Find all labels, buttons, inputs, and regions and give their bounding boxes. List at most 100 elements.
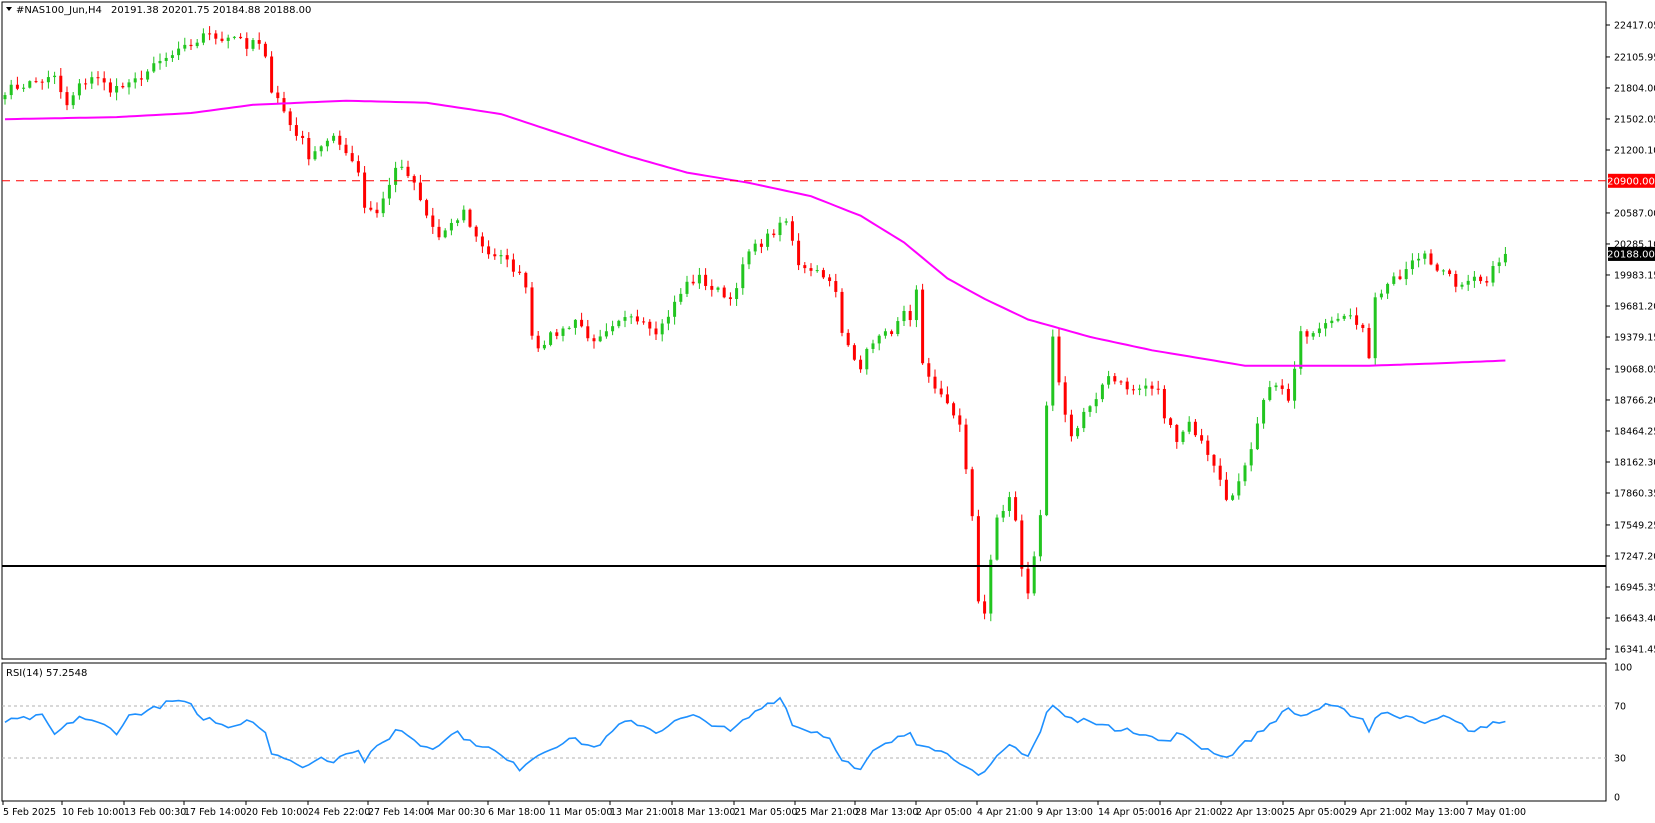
candle-body xyxy=(1417,258,1421,261)
candle-body xyxy=(276,92,280,99)
rsi-tick-label: 70 xyxy=(1614,702,1626,713)
candle-body xyxy=(1063,382,1067,415)
candle-body xyxy=(1503,253,1507,263)
candle-body xyxy=(1082,411,1086,429)
candle-body xyxy=(1014,497,1018,521)
chart-header: #NAS100_Jun,H4 20191.38 20201.75 20184.8… xyxy=(6,5,311,16)
candle-body xyxy=(1175,424,1179,442)
resistance-price-label: 20900.00 xyxy=(1607,176,1655,187)
candle-body xyxy=(412,176,416,183)
candle-body xyxy=(976,516,980,602)
candle-body xyxy=(1373,297,1377,359)
candle-body xyxy=(753,243,757,252)
candle-body xyxy=(821,270,825,278)
rsi-tick-label: 100 xyxy=(1614,663,1632,674)
candle-body xyxy=(1361,324,1365,328)
candle-body xyxy=(611,326,615,332)
candle-body xyxy=(549,332,553,345)
candle-body xyxy=(344,144,348,154)
candle-body xyxy=(177,48,181,56)
candle-body xyxy=(226,37,230,41)
time-tick-label: 22 Apr 13:00 xyxy=(1221,807,1283,818)
rsi-tick-label: 30 xyxy=(1614,754,1626,765)
candle-body xyxy=(1212,454,1216,466)
candle-body xyxy=(1150,385,1154,389)
candle-body xyxy=(586,326,590,339)
candle-body xyxy=(1206,440,1210,455)
candle-body xyxy=(146,71,150,80)
candle-body xyxy=(108,82,112,93)
candle-body xyxy=(1057,336,1061,383)
candle-body xyxy=(1317,328,1321,334)
price-tick-label: 18162.30 xyxy=(1614,457,1655,468)
candle-body xyxy=(350,153,354,162)
candle-body xyxy=(1262,399,1266,424)
candle-body xyxy=(722,287,726,298)
candle-body xyxy=(15,84,19,89)
candle-body xyxy=(1299,331,1303,369)
candle-body xyxy=(1131,389,1135,391)
candle-body xyxy=(1429,253,1433,265)
candle-body xyxy=(183,44,187,49)
candle-body xyxy=(1379,293,1383,298)
time-tick-label: 28 Mar 13:00 xyxy=(855,807,918,818)
candle-body xyxy=(747,251,751,265)
candle-body xyxy=(1020,520,1024,569)
candle-body xyxy=(859,359,863,370)
current-price-label: 20188.00 xyxy=(1607,249,1655,260)
candle-body xyxy=(1398,276,1402,280)
price-tick-label: 16643.40 xyxy=(1614,613,1655,624)
time-tick-label: 20 Feb 10:00 xyxy=(246,807,308,818)
candle-body xyxy=(251,40,255,49)
time-tick-label: 13 Feb 00:30 xyxy=(124,807,186,818)
candle-body xyxy=(1491,266,1495,283)
ohlc-readout: 20191.38 20201.75 20184.88 20188.00 xyxy=(111,5,311,16)
candle-body xyxy=(958,415,962,425)
candle-body xyxy=(1293,368,1297,401)
chevron-down-icon[interactable] xyxy=(6,7,12,11)
candle-body xyxy=(604,331,608,337)
candle-body xyxy=(840,291,844,333)
candle-body xyxy=(1069,414,1073,437)
candle-body xyxy=(1485,281,1489,283)
candle-body xyxy=(1125,381,1129,390)
price-axis: 22417.05 22105.95 21804.00 21502.05 21200.10… xyxy=(1606,21,1655,656)
candle-body xyxy=(598,336,602,342)
price-tick-label: 20285.10 xyxy=(1614,239,1655,250)
candle-body xyxy=(102,78,106,83)
candle-body xyxy=(635,316,639,322)
candle-body xyxy=(797,240,801,266)
candle-body xyxy=(728,297,732,300)
candle-body xyxy=(561,328,565,336)
candle-body xyxy=(270,56,274,93)
candle-body xyxy=(927,363,931,377)
candle-body xyxy=(704,274,708,286)
candle-body xyxy=(735,288,739,300)
candle-body xyxy=(666,316,670,324)
candle-body xyxy=(170,55,174,58)
candle-body xyxy=(1342,315,1346,319)
time-tick-label: 25 Apr 05:00 xyxy=(1283,807,1345,818)
candle-body xyxy=(939,388,943,395)
candle-body xyxy=(691,281,695,284)
candle-body xyxy=(673,301,677,317)
rsi-tick-label: 0 xyxy=(1614,793,1620,804)
candle-body xyxy=(629,316,633,318)
candle-body xyxy=(1348,315,1352,317)
time-tick-label: 13 Mar 21:00 xyxy=(610,807,673,818)
candle-body xyxy=(356,161,360,173)
time-tick-label: 21 Mar 05:00 xyxy=(734,807,797,818)
candle-body xyxy=(164,57,168,61)
price-tick-label: 22417.05 xyxy=(1614,21,1655,32)
candle-body xyxy=(660,323,664,335)
time-tick-label: 16 Apr 21:00 xyxy=(1160,807,1222,818)
candle-body xyxy=(1200,435,1204,441)
candle-body xyxy=(784,221,788,223)
time-tick-label: 18 Mar 13:00 xyxy=(672,807,735,818)
candle-body xyxy=(921,289,925,364)
candle-body xyxy=(301,135,305,139)
candle-body xyxy=(890,331,894,335)
